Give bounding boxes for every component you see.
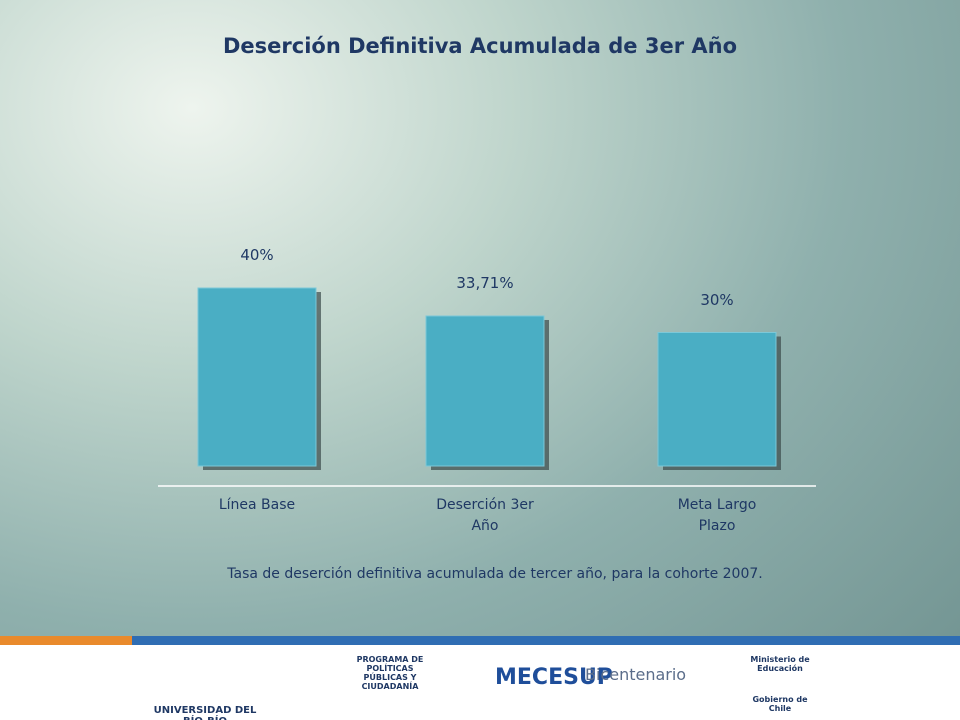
value-label: 30%	[700, 290, 734, 309]
bar	[197, 287, 317, 467]
x-tick-label: Línea Base	[218, 497, 296, 513]
value-label: 33,71%	[456, 273, 514, 292]
bar	[425, 315, 545, 467]
logo: UNIVERSIDAD DEL BÍO-BÍO	[153, 705, 257, 720]
bar	[657, 332, 777, 467]
logo: Gobierno de Chile	[752, 695, 808, 713]
logo: Ministerio de Educación	[750, 655, 810, 673]
x-tick-label: Meta Largo Plazo	[677, 497, 757, 534]
caption: Tasa de deserción definitiva acumulada d…	[227, 566, 763, 582]
logo: MECESUP	[495, 665, 613, 690]
footer: UNIVERSIDAD DEL BÍO-BÍO PROGRAMA DE POLÍT…	[0, 645, 960, 720]
chart-title: Deserción Definitiva Acumulada de 3er Añ…	[222, 34, 737, 58]
logo: PROGRAMA DE POLÍTICAS PÚBLICAS Y CIUDADA…	[356, 655, 424, 691]
value-label: 40%	[240, 246, 274, 264]
logo: Bicentenario	[585, 665, 687, 684]
stripe-blue	[132, 636, 960, 645]
stripe-orange	[0, 636, 132, 645]
x-tick-label: Deserción 3er Año	[436, 497, 534, 534]
